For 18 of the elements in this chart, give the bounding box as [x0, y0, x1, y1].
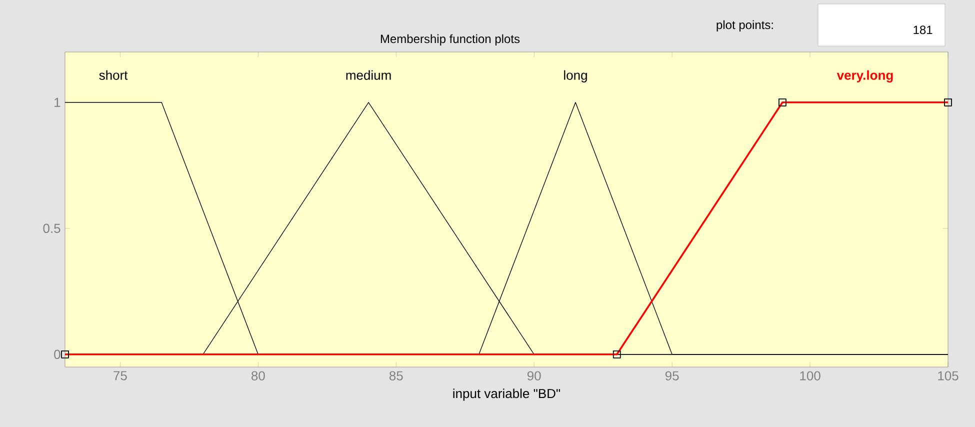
x-tick-label: 95 [665, 371, 679, 380]
text: 181 [914, 26, 932, 34]
series-label: very.long [836, 70, 893, 82]
chart-title: Membership function plots [380, 34, 520, 46]
text: plot points: [716, 20, 773, 32]
series-label: short [99, 70, 128, 80]
y-tick-label: 0.5 [43, 224, 60, 233]
x-tick-label: 85 [389, 371, 403, 380]
series-label: long [564, 70, 587, 82]
x-tick-label: 90 [527, 371, 541, 380]
x-tick-label: 100 [800, 371, 820, 380]
x-axis-title: input variable "BD" [453, 388, 560, 401]
y-tick-label: 0 [54, 350, 60, 359]
x-tick-label: 75 [114, 371, 127, 380]
x-tick-label: 105 [938, 371, 958, 380]
text: medium [346, 70, 391, 80]
y-tick-label: 1 [54, 98, 60, 107]
x-tick-label: 80 [251, 371, 265, 380]
